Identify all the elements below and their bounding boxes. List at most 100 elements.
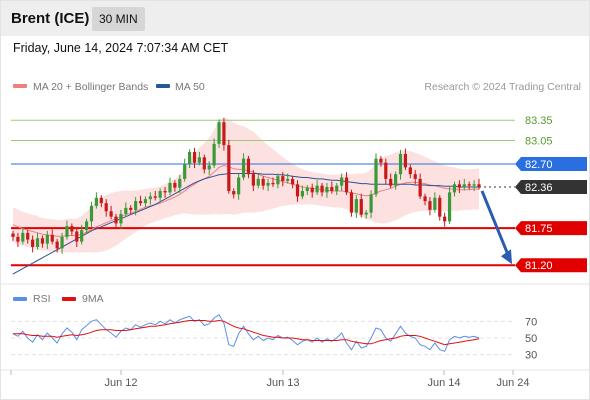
- candle: [467, 181, 471, 190]
- candle: [158, 188, 162, 202]
- candle: [35, 232, 40, 250]
- candle: [384, 158, 388, 185]
- forecast-arrow-head: [501, 249, 512, 265]
- ma50-line: [12, 173, 479, 275]
- candle: [212, 138, 216, 169]
- candle-body: [84, 221, 89, 231]
- candle: [256, 173, 260, 189]
- candle: [187, 149, 192, 169]
- candle: [80, 224, 84, 245]
- candle: [153, 191, 157, 201]
- rsi-legend-label: RSI: [33, 293, 51, 305]
- candle-body: [168, 182, 172, 193]
- rsi-ma-line: [13, 319, 480, 346]
- candle-body: [433, 197, 437, 210]
- candle-body: [21, 232, 25, 242]
- candle: [310, 183, 314, 198]
- candle: [143, 196, 148, 208]
- ma50-legend-label: MA 50: [175, 81, 205, 93]
- candle: [325, 182, 329, 198]
- candle-body: [114, 216, 118, 224]
- candle-body: [462, 184, 466, 188]
- x-tick-label: Jun 14: [427, 377, 460, 389]
- timestamp: Friday, June 14, 2024 7:07:34 AM CET: [13, 41, 229, 55]
- candle: [65, 220, 69, 240]
- candle-body: [315, 185, 319, 193]
- candle: [271, 177, 275, 187]
- level-resistance: 83.05: [11, 135, 553, 147]
- candle-body: [443, 216, 447, 222]
- candle-body: [246, 158, 251, 175]
- candles: [11, 118, 481, 254]
- candle-body: [472, 184, 476, 186]
- candle: [300, 185, 305, 200]
- candle: [99, 195, 103, 208]
- candle: [70, 223, 74, 236]
- candle-body: [349, 192, 354, 213]
- candle-body: [55, 241, 59, 249]
- candle: [335, 182, 339, 196]
- candle: [222, 118, 226, 151]
- candle-body: [212, 143, 216, 166]
- candle-body: [438, 197, 442, 217]
- candle-body: [418, 178, 422, 197]
- candle-body: [369, 194, 373, 213]
- candle: [452, 181, 457, 197]
- rsi-legend-swatch: [13, 297, 27, 301]
- candle: [276, 173, 280, 189]
- candle-body: [80, 230, 84, 242]
- candle: [192, 147, 197, 169]
- candle: [134, 197, 138, 216]
- bollinger-band: [13, 116, 479, 253]
- candle-body: [354, 199, 358, 213]
- rsi-tick-label: 30: [525, 350, 537, 362]
- candle-body: [129, 207, 133, 210]
- rsi-ma-legend-swatch: [62, 297, 76, 301]
- resistance-label: 83.05: [525, 135, 553, 147]
- candle-body: [75, 231, 79, 242]
- candle-body: [163, 191, 167, 193]
- rsi-tick-label: 50: [525, 333, 537, 345]
- candle: [423, 193, 427, 206]
- candle-body: [99, 197, 103, 204]
- candle: [291, 176, 295, 189]
- price-layer: 83.35 83.05 82.70 82.36 81.75 81.20: [11, 115, 587, 275]
- candle: [138, 195, 143, 206]
- candle-body: [187, 151, 192, 165]
- candle-body: [217, 122, 221, 144]
- x-tick-label: Jun 13: [266, 377, 299, 389]
- ma50-legend-swatch: [156, 84, 170, 88]
- candle: [349, 189, 354, 217]
- candle-body: [320, 185, 324, 193]
- timeframe-button[interactable]: 30 MIN: [92, 7, 145, 31]
- candle: [109, 205, 113, 220]
- candle: [148, 192, 152, 205]
- candle-body: [104, 203, 108, 212]
- candle-body: [335, 185, 339, 192]
- support-label: 81.20: [525, 260, 553, 272]
- candle-body: [408, 167, 412, 175]
- pivot-label: 82.70: [525, 159, 553, 171]
- candle: [295, 180, 300, 202]
- candle: [359, 193, 363, 218]
- candle-body: [237, 177, 241, 195]
- ma20-legend-label: MA 20 + Bollinger Bands: [33, 81, 148, 93]
- candle: [31, 235, 35, 253]
- candle: [462, 178, 466, 191]
- candle: [374, 153, 378, 198]
- candle-body: [310, 187, 314, 193]
- candle-body: [325, 186, 329, 193]
- candle: [232, 188, 236, 199]
- candle-body: [452, 184, 457, 193]
- candle: [438, 195, 442, 221]
- candle-body: [173, 182, 177, 188]
- candle-body: [94, 197, 98, 206]
- resistance-label: 83.35: [525, 115, 553, 127]
- candle-body: [138, 201, 143, 204]
- candle-body: [143, 199, 148, 204]
- candle: [202, 154, 206, 174]
- candle-body: [124, 207, 128, 214]
- candle: [11, 230, 15, 241]
- candle: [472, 180, 476, 192]
- candle-body: [40, 238, 45, 244]
